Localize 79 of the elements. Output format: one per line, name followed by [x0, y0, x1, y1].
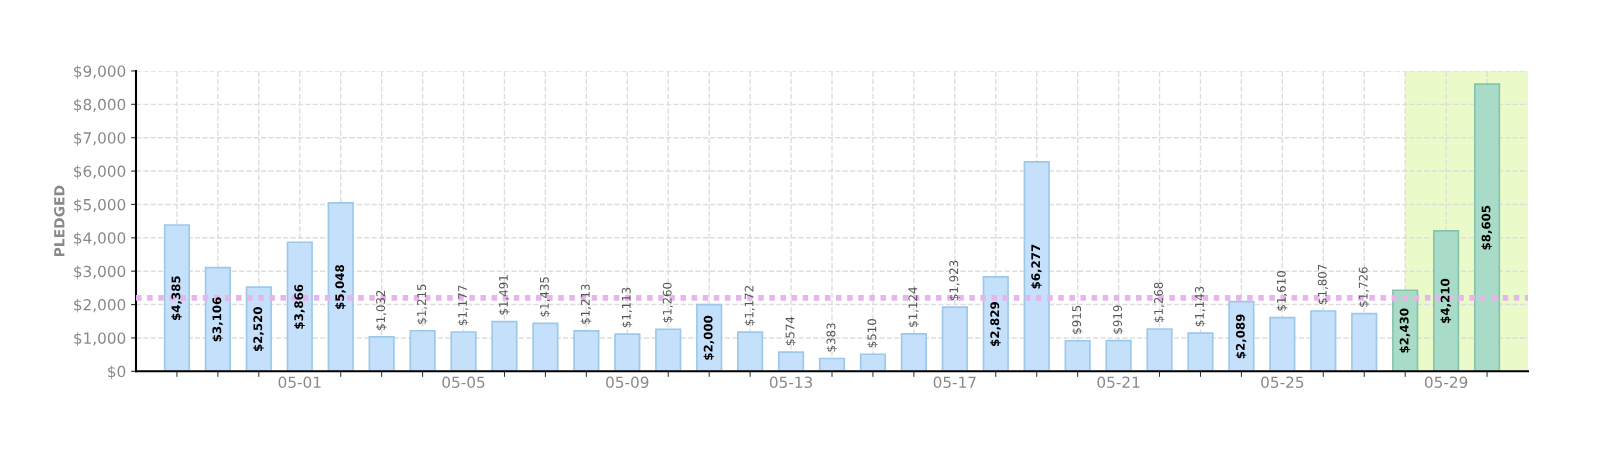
y-tick-label: $6,000: [74, 165, 126, 180]
bar: [368, 336, 395, 372]
bar: [1269, 316, 1296, 372]
x-tick-label: 05-29: [1424, 376, 1468, 388]
data-label: $2,430: [1399, 308, 1411, 353]
data-label: $5,048: [334, 265, 346, 309]
bar: [1023, 160, 1050, 372]
x-tick-label: 05-17: [933, 376, 976, 388]
bar: [1105, 339, 1132, 372]
bar: [450, 331, 477, 372]
data-label: $1,215: [416, 284, 428, 324]
y-tick-label: $4,000: [74, 232, 126, 246]
data-label: $2,000: [703, 315, 715, 360]
data-label: $915: [1071, 305, 1083, 334]
data-label: $2,520: [253, 307, 264, 352]
data-label: $4,210: [1440, 278, 1452, 323]
x-tick-label: 05-25: [1261, 376, 1304, 388]
data-label: $574: [785, 316, 797, 346]
data-label: $2,829: [990, 302, 1001, 346]
bar: [1187, 332, 1214, 372]
data-label: $1,124: [908, 287, 919, 327]
data-label: $1,177: [457, 285, 469, 326]
data-label: $3,106: [212, 297, 223, 342]
bar: [1310, 310, 1337, 372]
data-label: $1,923: [949, 260, 960, 301]
y-tick-label: $8,000: [74, 98, 126, 113]
data-label: $1,807: [1317, 264, 1329, 305]
data-label: $3,866: [294, 284, 305, 329]
bar: [737, 331, 764, 372]
bar: [777, 351, 805, 372]
data-label: $510: [867, 319, 878, 348]
x-tick-label: 05-13: [769, 376, 813, 388]
bar: [409, 329, 436, 372]
bar: [1473, 83, 1501, 372]
bar: [1433, 229, 1460, 372]
y-tick-label: $7,000: [74, 131, 126, 146]
data-label: $1,491: [498, 275, 510, 315]
bar: [941, 306, 968, 372]
data-label: $1,610: [1276, 271, 1288, 311]
x-tick-label: 05-05: [442, 376, 485, 388]
y-tick-label: $2,000: [74, 298, 126, 313]
data-label: $1,268: [1153, 282, 1165, 322]
y-axis-title: PLEDGED: [54, 185, 65, 257]
y-tick-label: $5,000: [74, 198, 126, 213]
data-label: $1,032: [375, 290, 387, 330]
x-tick-label: 05-21: [1097, 376, 1140, 388]
bar: [163, 224, 191, 372]
data-label: $919: [1112, 305, 1124, 334]
data-label: $4,385: [171, 276, 182, 320]
y-tick-label: $9,000: [74, 65, 126, 79]
bar: [1146, 328, 1173, 372]
data-label: $1,213: [580, 284, 592, 324]
data-label: $1,435: [539, 277, 551, 317]
data-label: $383: [826, 323, 837, 352]
bar: [327, 202, 354, 372]
data-label: $6,277: [1030, 244, 1042, 289]
data-label: $1,172: [744, 286, 756, 326]
data-label: $1,260: [662, 282, 674, 323]
bar: [655, 328, 682, 372]
data-label: $1,143: [1194, 286, 1206, 327]
bar: [1064, 339, 1091, 372]
bar: [859, 353, 887, 372]
y-tick-label: $0: [108, 365, 126, 380]
data-label: $1,726: [1358, 267, 1370, 307]
bar: [532, 322, 559, 372]
bar: [1228, 300, 1255, 372]
bar: [573, 329, 600, 372]
data-label: $8,605: [1481, 205, 1493, 250]
y-tick-label: $3,000: [74, 265, 126, 280]
x-tick-label: 05-09: [606, 376, 649, 388]
bar: [614, 333, 641, 372]
bar: [900, 332, 927, 372]
bar: [286, 241, 313, 372]
x-tick-label: 05-01: [278, 376, 321, 388]
data-label: $2,089: [1235, 314, 1247, 359]
y-tick-label: $1,000: [74, 332, 126, 346]
bar: [491, 320, 518, 372]
bar: [1351, 312, 1378, 372]
data-label: $1,113: [621, 287, 633, 328]
